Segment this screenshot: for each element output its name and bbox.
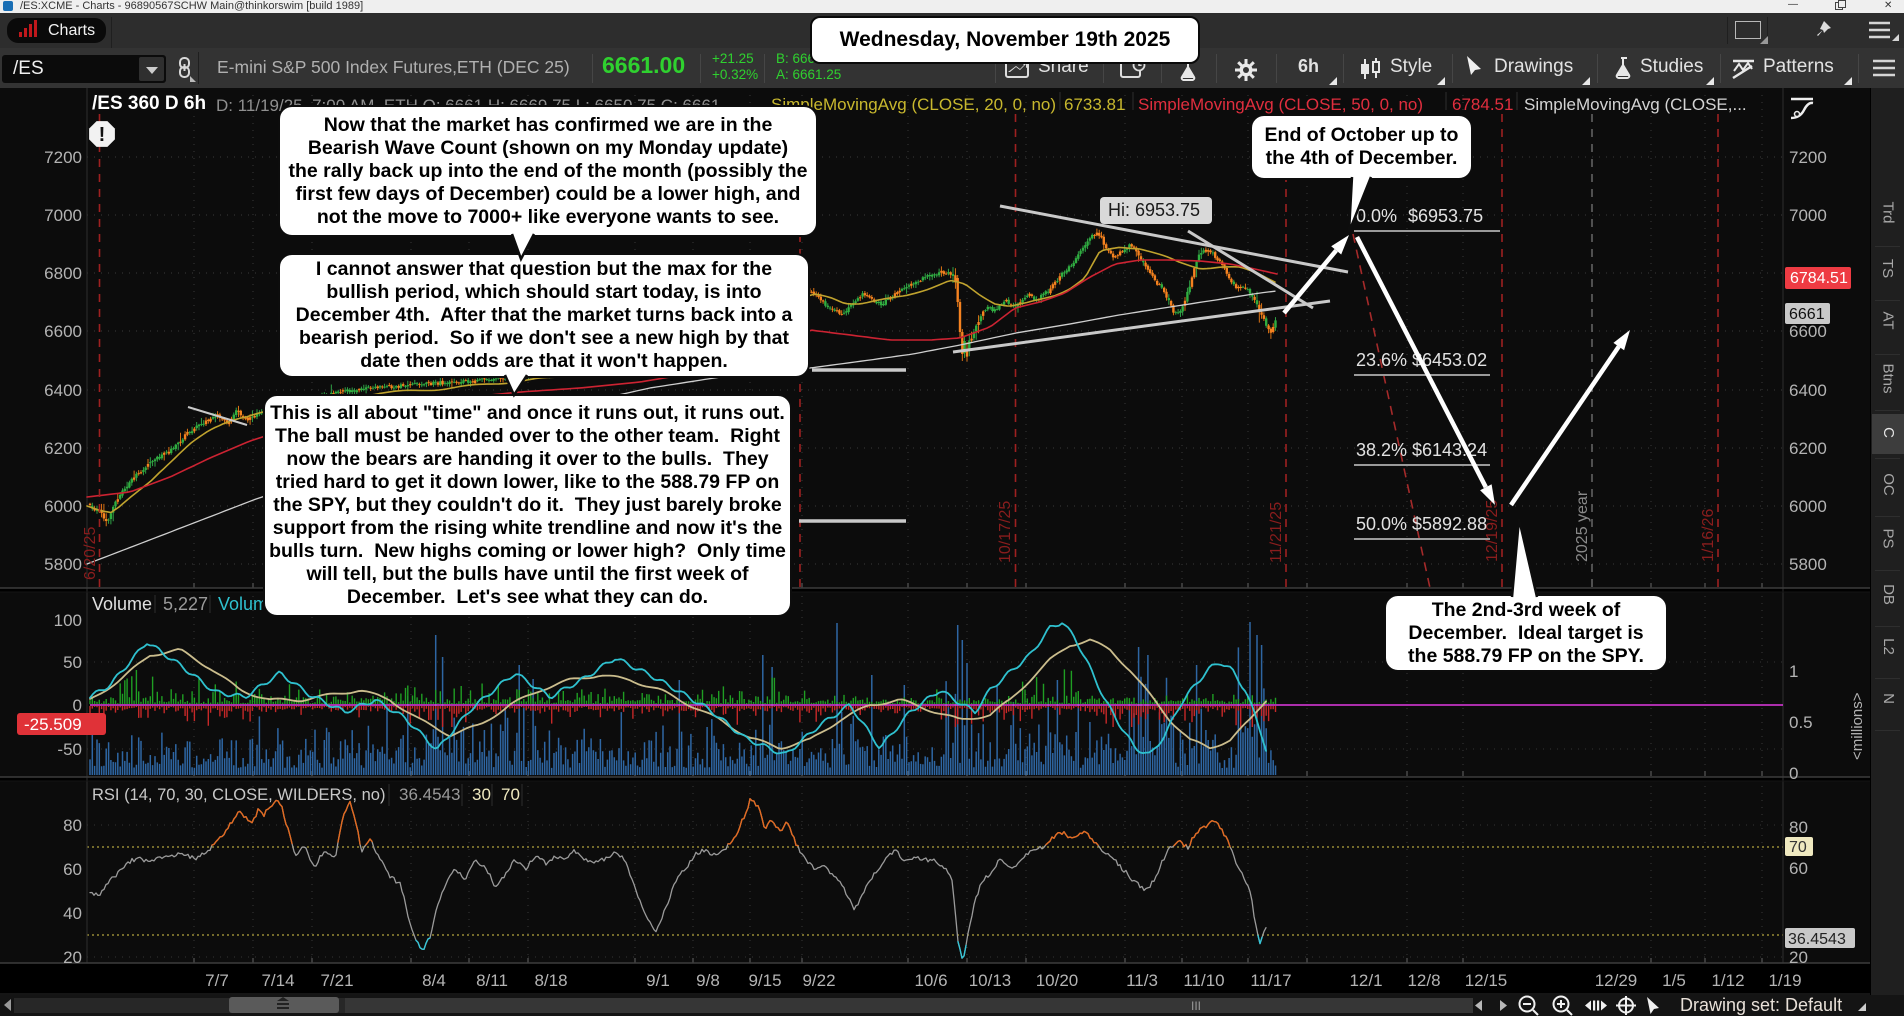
svg-text:0.5: 0.5 bbox=[1789, 713, 1813, 732]
svg-text:$6453.02: $6453.02 bbox=[1412, 350, 1487, 370]
svg-text:-50: -50 bbox=[57, 740, 82, 759]
svg-text:0.0%: 0.0% bbox=[1356, 206, 1397, 226]
svg-text:8/18: 8/18 bbox=[534, 971, 567, 990]
svg-text:38.2%: 38.2% bbox=[1356, 440, 1407, 460]
svg-text:60: 60 bbox=[1789, 859, 1808, 878]
svg-text:50: 50 bbox=[63, 653, 82, 672]
svg-text:7200: 7200 bbox=[44, 148, 82, 167]
svg-text:6600: 6600 bbox=[44, 322, 82, 341]
svg-text:12/19/25: 12/19/25 bbox=[1484, 500, 1501, 562]
svg-text:40: 40 bbox=[63, 904, 82, 923]
svg-text:9/15: 9/15 bbox=[748, 971, 781, 990]
svg-text:12/8: 12/8 bbox=[1407, 971, 1440, 990]
svg-text:8/11: 8/11 bbox=[476, 971, 508, 990]
svg-text:RSI (14, 70, 30, CLOSE, WILDER: RSI (14, 70, 30, CLOSE, WILDERS, no) bbox=[92, 786, 385, 804]
svg-text:11/17: 11/17 bbox=[1250, 971, 1291, 990]
svg-text:9/1: 9/1 bbox=[646, 971, 670, 990]
svg-text:6200: 6200 bbox=[1789, 439, 1827, 458]
svg-text:/ES 360 D 6h: /ES 360 D 6h bbox=[92, 93, 206, 114]
svg-text:70: 70 bbox=[501, 785, 520, 804]
svg-text:10/6: 10/6 bbox=[914, 971, 947, 990]
svg-text:50.0%: 50.0% bbox=[1356, 514, 1407, 534]
svg-text:6800: 6800 bbox=[44, 264, 82, 283]
svg-text:6/20/25: 6/20/25 bbox=[82, 527, 99, 580]
svg-text:7000: 7000 bbox=[1789, 206, 1827, 225]
svg-text:20: 20 bbox=[1789, 948, 1808, 967]
svg-text:12/29: 12/29 bbox=[1595, 971, 1638, 990]
svg-text:6733.81: 6733.81 bbox=[1064, 95, 1125, 114]
svg-text:1/16/26: 1/16/26 bbox=[1700, 509, 1717, 562]
svg-text:70: 70 bbox=[1789, 839, 1807, 856]
svg-text:Volume: Volume bbox=[92, 594, 152, 614]
svg-text:10/13: 10/13 bbox=[969, 971, 1012, 990]
svg-text:<millions>: <millions> bbox=[1849, 692, 1866, 760]
svg-text:!: ! bbox=[99, 124, 106, 146]
svg-text:36.4543: 36.4543 bbox=[399, 785, 460, 804]
svg-text:60: 60 bbox=[63, 860, 82, 879]
svg-text:80: 80 bbox=[63, 816, 82, 835]
svg-text:20: 20 bbox=[63, 948, 82, 967]
svg-text:1/12: 1/12 bbox=[1711, 971, 1744, 990]
svg-text:11/21/25: 11/21/25 bbox=[1268, 502, 1285, 563]
svg-text:1: 1 bbox=[1789, 662, 1798, 681]
svg-text:9/22: 9/22 bbox=[802, 971, 835, 990]
svg-text:6400: 6400 bbox=[44, 381, 82, 400]
svg-text:6661: 6661 bbox=[1789, 306, 1825, 323]
svg-text:11/3: 11/3 bbox=[1126, 971, 1158, 990]
svg-text:10/20: 10/20 bbox=[1036, 971, 1079, 990]
svg-text:$6143.24: $6143.24 bbox=[1412, 440, 1487, 460]
svg-text:III: III bbox=[1191, 999, 1201, 1013]
svg-text:6200: 6200 bbox=[44, 439, 82, 458]
svg-text:5800: 5800 bbox=[44, 555, 82, 574]
svg-text:12/1: 12/1 bbox=[1349, 971, 1382, 990]
svg-text:11/10: 11/10 bbox=[1183, 971, 1224, 990]
svg-text:6600: 6600 bbox=[1789, 322, 1827, 341]
svg-text:1/19: 1/19 bbox=[1768, 971, 1801, 990]
svg-text:7/14: 7/14 bbox=[261, 971, 294, 990]
svg-text:8/4: 8/4 bbox=[422, 971, 446, 990]
svg-text:Hi: 6953.75: Hi: 6953.75 bbox=[1108, 200, 1200, 220]
svg-text:23.6%: 23.6% bbox=[1356, 350, 1407, 370]
svg-text:SimpleMovingAvg (CLOSE, 20, 0,: SimpleMovingAvg (CLOSE, 20, 0, no) bbox=[771, 95, 1056, 114]
svg-text:6784.51: 6784.51 bbox=[1452, 95, 1513, 114]
svg-text:12/15: 12/15 bbox=[1465, 971, 1508, 990]
svg-text:SimpleMovingAvg (CLOSE,...: SimpleMovingAvg (CLOSE,... bbox=[1524, 95, 1747, 114]
svg-text:1/5: 1/5 bbox=[1662, 971, 1686, 990]
svg-text:100: 100 bbox=[54, 611, 82, 630]
svg-text:5800: 5800 bbox=[1789, 555, 1827, 574]
svg-text:6784.51: 6784.51 bbox=[1790, 270, 1848, 287]
svg-text:6400: 6400 bbox=[1789, 381, 1827, 400]
svg-text:5,227: 5,227 bbox=[163, 594, 208, 614]
svg-text:7200: 7200 bbox=[1789, 148, 1827, 167]
svg-text:9/8: 9/8 bbox=[696, 971, 720, 990]
svg-text:0: 0 bbox=[1789, 764, 1798, 783]
svg-text:80: 80 bbox=[1789, 818, 1808, 837]
svg-text:7000: 7000 bbox=[44, 206, 82, 225]
svg-text:Drawing set: Default: Drawing set: Default bbox=[1680, 995, 1842, 1015]
svg-text:7/21: 7/21 bbox=[320, 971, 353, 990]
svg-text:0: 0 bbox=[73, 696, 82, 715]
svg-text:-25.509: -25.509 bbox=[24, 715, 82, 734]
svg-text:$5892.88: $5892.88 bbox=[1412, 514, 1487, 534]
svg-text:7/7: 7/7 bbox=[205, 971, 229, 990]
svg-text:10/17/25: 10/17/25 bbox=[997, 501, 1014, 563]
svg-text:2025 year: 2025 year bbox=[1574, 490, 1591, 562]
svg-text:36.4543: 36.4543 bbox=[1788, 931, 1846, 948]
svg-text:6000: 6000 bbox=[44, 497, 82, 516]
svg-text:30: 30 bbox=[472, 785, 491, 804]
svg-text:6000: 6000 bbox=[1789, 497, 1827, 516]
svg-text:$6953.75: $6953.75 bbox=[1408, 206, 1483, 226]
svg-text:SimpleMovingAvg (CLOSE, 50, 0,: SimpleMovingAvg (CLOSE, 50, 0, no) bbox=[1138, 95, 1423, 114]
